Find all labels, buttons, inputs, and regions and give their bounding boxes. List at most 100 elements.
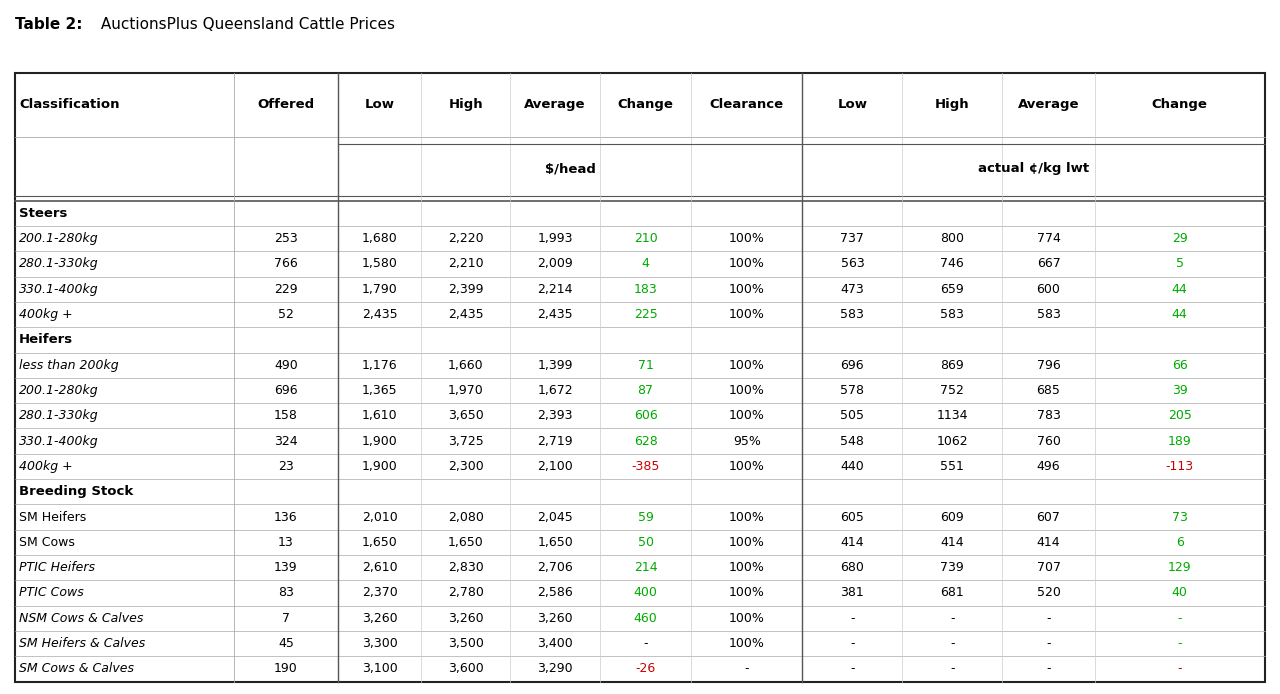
Text: 7: 7	[282, 611, 289, 625]
Text: 752: 752	[941, 384, 964, 397]
Text: -: -	[850, 637, 855, 650]
Text: 100%: 100%	[728, 384, 764, 397]
Text: 324: 324	[274, 434, 298, 448]
Text: 1,650: 1,650	[538, 536, 573, 549]
Text: 330.1-400kg: 330.1-400kg	[19, 282, 99, 296]
Text: 583: 583	[1037, 308, 1060, 321]
Text: 100%: 100%	[728, 536, 764, 549]
Text: 66: 66	[1171, 359, 1188, 372]
Text: 696: 696	[274, 384, 298, 397]
Text: Table 2:: Table 2:	[15, 17, 83, 32]
Text: 760: 760	[1037, 434, 1060, 448]
Text: 659: 659	[941, 282, 964, 296]
Text: 100%: 100%	[728, 611, 764, 625]
Text: 2,706: 2,706	[538, 561, 573, 574]
Text: 100%: 100%	[728, 409, 764, 422]
Text: 766: 766	[274, 257, 298, 271]
Text: SM Heifers & Calves: SM Heifers & Calves	[19, 637, 146, 650]
Text: 2,370: 2,370	[362, 586, 397, 600]
Text: actual ¢/kg lwt: actual ¢/kg lwt	[978, 162, 1089, 175]
Text: -385: -385	[631, 460, 659, 473]
Text: 3,300: 3,300	[362, 637, 397, 650]
Text: 59: 59	[637, 511, 654, 523]
Text: -26: -26	[635, 662, 655, 675]
Text: 583: 583	[841, 308, 864, 321]
Text: 583: 583	[941, 308, 964, 321]
Text: 190: 190	[274, 662, 298, 675]
Text: 330.1-400kg: 330.1-400kg	[19, 434, 99, 448]
Text: 774: 774	[1037, 232, 1060, 245]
Text: 2,719: 2,719	[538, 434, 573, 448]
Text: 183: 183	[634, 282, 658, 296]
Text: -: -	[1178, 662, 1181, 675]
Text: SM Cows: SM Cows	[19, 536, 76, 549]
Text: 400kg +: 400kg +	[19, 308, 73, 321]
Text: -: -	[745, 662, 749, 675]
Text: 2,080: 2,080	[448, 511, 484, 523]
Text: 2,210: 2,210	[448, 257, 484, 271]
Text: PTIC Heifers: PTIC Heifers	[19, 561, 95, 574]
Text: SM Cows & Calves: SM Cows & Calves	[19, 662, 134, 675]
Text: 139: 139	[274, 561, 298, 574]
Text: 214: 214	[634, 561, 658, 574]
Text: 628: 628	[634, 434, 658, 448]
Text: 667: 667	[1037, 257, 1060, 271]
Text: 44: 44	[1171, 308, 1188, 321]
Text: 1,365: 1,365	[362, 384, 397, 397]
Text: 129: 129	[1167, 561, 1192, 574]
Text: Clearance: Clearance	[709, 99, 783, 111]
Text: 869: 869	[941, 359, 964, 372]
Text: 5: 5	[1176, 257, 1184, 271]
Text: 3,650: 3,650	[448, 409, 484, 422]
Text: 2,393: 2,393	[538, 409, 572, 422]
Text: -: -	[1046, 662, 1051, 675]
Text: 100%: 100%	[728, 586, 764, 600]
Text: PTIC Cows: PTIC Cows	[19, 586, 84, 600]
Text: 100%: 100%	[728, 308, 764, 321]
Text: 2,300: 2,300	[448, 460, 484, 473]
Text: 3,600: 3,600	[448, 662, 484, 675]
Text: 1134: 1134	[937, 409, 968, 422]
Text: 83: 83	[278, 586, 294, 600]
Text: 40: 40	[1171, 586, 1188, 600]
Text: 520: 520	[1037, 586, 1060, 600]
Text: 100%: 100%	[728, 637, 764, 650]
Text: Heifers: Heifers	[19, 333, 73, 346]
Text: $/head: $/head	[544, 162, 595, 175]
Text: 29: 29	[1171, 232, 1188, 245]
Text: -: -	[950, 611, 955, 625]
Text: High: High	[448, 99, 483, 111]
Text: 2,010: 2,010	[362, 511, 397, 523]
Text: 2,220: 2,220	[448, 232, 484, 245]
Text: 13: 13	[278, 536, 293, 549]
Text: 2,399: 2,399	[448, 282, 484, 296]
Text: 1,993: 1,993	[538, 232, 572, 245]
Text: 200.1-280kg: 200.1-280kg	[19, 232, 99, 245]
Text: 607: 607	[1037, 511, 1060, 523]
Text: 71: 71	[637, 359, 654, 372]
Text: 45: 45	[278, 637, 294, 650]
Text: 95%: 95%	[733, 434, 760, 448]
Text: AuctionsPlus Queensland Cattle Prices: AuctionsPlus Queensland Cattle Prices	[96, 17, 396, 32]
Text: 4: 4	[641, 257, 649, 271]
Text: Average: Average	[1018, 99, 1079, 111]
Text: 229: 229	[274, 282, 298, 296]
Text: 2,100: 2,100	[538, 460, 573, 473]
Text: 490: 490	[274, 359, 298, 372]
Text: 578: 578	[841, 384, 864, 397]
Text: 158: 158	[274, 409, 298, 422]
Text: 280.1-330kg: 280.1-330kg	[19, 409, 99, 422]
Text: Breeding Stock: Breeding Stock	[19, 485, 133, 498]
Text: 3,500: 3,500	[448, 637, 484, 650]
Text: 205: 205	[1167, 409, 1192, 422]
Text: 2,780: 2,780	[448, 586, 484, 600]
Text: Average: Average	[525, 99, 586, 111]
Text: 189: 189	[1167, 434, 1192, 448]
Text: 460: 460	[634, 611, 658, 625]
Text: 1,900: 1,900	[362, 434, 397, 448]
Text: 685: 685	[1037, 384, 1060, 397]
Text: 696: 696	[841, 359, 864, 372]
Text: -: -	[1178, 611, 1181, 625]
Text: 2,009: 2,009	[538, 257, 573, 271]
Text: 400: 400	[634, 586, 658, 600]
